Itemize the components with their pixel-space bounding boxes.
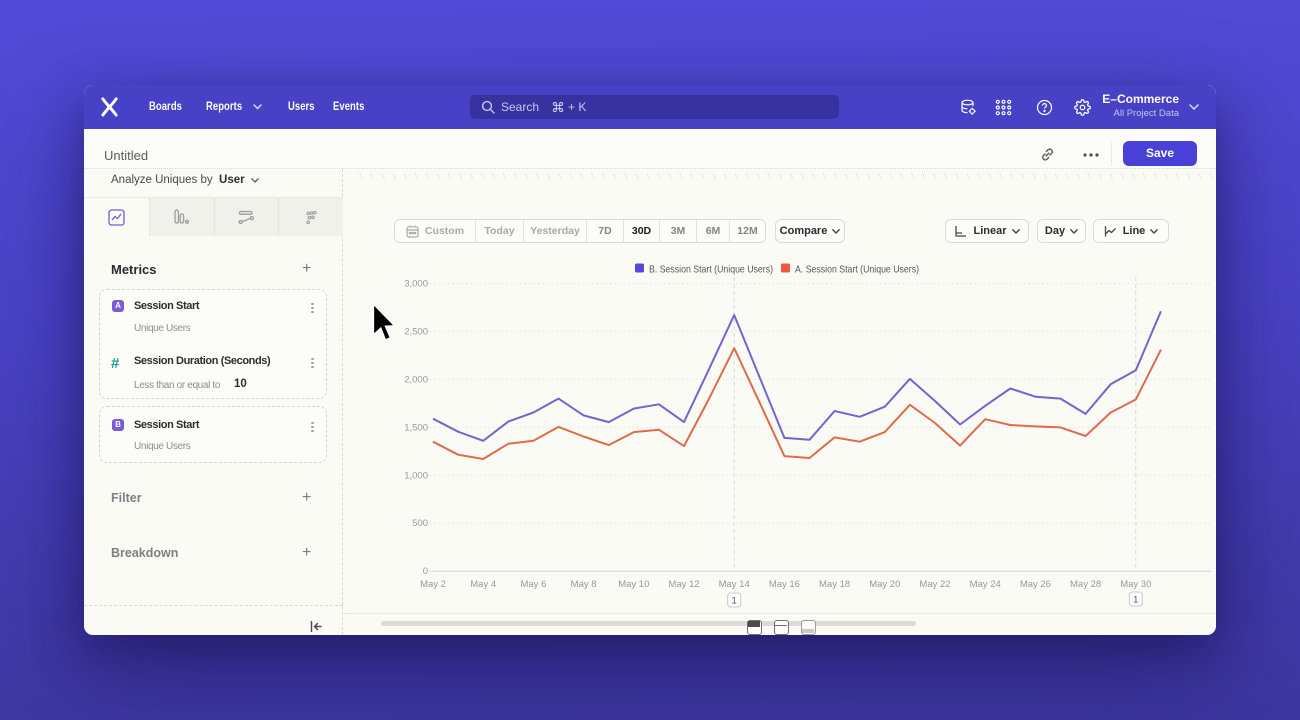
svg-text:May 6: May 6 — [520, 579, 546, 590]
svg-text:1,500: 1,500 — [404, 422, 428, 433]
svg-text:1: 1 — [732, 596, 737, 607]
svg-text:1: 1 — [1133, 595, 1138, 606]
svg-text:May 18: May 18 — [819, 579, 850, 590]
svg-text:May 16: May 16 — [769, 579, 800, 590]
svg-text:0: 0 — [423, 566, 428, 577]
svg-text:May 14: May 14 — [719, 579, 750, 590]
svg-text:A. Session Start (Unique Users: A. Session Start (Unique Users) — [795, 264, 919, 276]
svg-text:May 20: May 20 — [869, 579, 900, 590]
svg-text:B. Session Start (Unique Users: B. Session Start (Unique Users) — [649, 264, 773, 276]
svg-text:1,000: 1,000 — [404, 470, 428, 481]
svg-text:May 4: May 4 — [470, 579, 496, 590]
svg-text:May 8: May 8 — [571, 579, 597, 590]
svg-text:May 2: May 2 — [420, 579, 446, 590]
svg-text:2,500: 2,500 — [404, 326, 428, 337]
svg-text:May 28: May 28 — [1070, 579, 1101, 590]
svg-text:3,000: 3,000 — [404, 279, 428, 290]
svg-text:May 30: May 30 — [1120, 579, 1151, 590]
svg-text:May 12: May 12 — [668, 579, 699, 590]
svg-text:May 24: May 24 — [970, 579, 1001, 590]
svg-text:2,000: 2,000 — [404, 374, 428, 385]
svg-text:May 10: May 10 — [618, 579, 649, 590]
svg-text:May 22: May 22 — [919, 579, 950, 590]
svg-text:May 26: May 26 — [1020, 579, 1051, 590]
svg-text:500: 500 — [412, 518, 428, 529]
